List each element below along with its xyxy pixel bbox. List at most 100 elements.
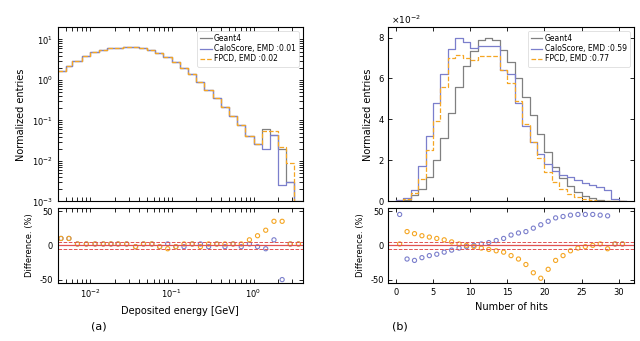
Point: [113, 241, 124, 247]
Point: [602, 213, 612, 219]
Point: [550, 215, 561, 221]
Point: [122, 241, 132, 247]
Point: [447, 247, 457, 253]
Point: [417, 233, 427, 238]
CaloScore, EMD :0.59: [414, 188, 422, 192]
Point: [506, 232, 516, 238]
Line: CaloScore, EMD :0.01: CaloScore, EMD :0.01: [58, 47, 303, 218]
Point: [536, 222, 546, 227]
Point: [163, 246, 173, 251]
CaloScore, EMD :0.01: [136, 46, 143, 50]
Point: [543, 219, 554, 224]
Point: [491, 238, 501, 243]
Geant4: [95, 48, 103, 52]
Point: [573, 245, 583, 251]
CaloScore, EMD :0.59: [451, 35, 459, 40]
Point: [252, 233, 262, 238]
FPCD, EMD :0.77: [533, 156, 541, 160]
Point: [558, 253, 568, 258]
Line: Geant4: Geant4: [58, 47, 303, 201]
FPCD, EMD :0.02: [209, 96, 216, 100]
Point: [536, 276, 546, 281]
FPCD, EMD :0.77: [593, 199, 600, 203]
Point: [113, 241, 124, 247]
Geant4: [622, 199, 630, 203]
Point: [252, 244, 262, 249]
Geant4: [291, 199, 298, 203]
Point: [484, 240, 494, 245]
Point: [269, 219, 279, 224]
Point: [212, 241, 222, 247]
Point: [236, 241, 246, 247]
Point: [588, 242, 598, 248]
Point: [131, 244, 141, 249]
Point: [499, 236, 509, 241]
Geant4: [127, 45, 135, 49]
Point: [171, 244, 181, 249]
Point: [244, 237, 255, 242]
Point: [439, 250, 449, 255]
Point: [454, 241, 464, 247]
CaloScore, EMD :0.01: [291, 216, 298, 220]
Point: [187, 241, 197, 247]
Point: [195, 241, 205, 247]
Point: [528, 225, 538, 231]
Point: [499, 250, 509, 255]
Point: [220, 241, 230, 247]
Point: [468, 244, 479, 249]
Point: [565, 212, 575, 218]
Point: [154, 244, 164, 249]
Geant4: [209, 96, 216, 100]
Point: [513, 230, 524, 236]
Geant4: [511, 60, 518, 64]
Point: [56, 236, 66, 241]
FPCD, EMD :0.02: [291, 201, 298, 205]
Geant4: [481, 35, 489, 40]
FPCD, EMD :0.02: [299, 201, 307, 205]
Point: [410, 231, 420, 236]
Point: [580, 212, 591, 217]
Point: [98, 241, 108, 247]
Point: [293, 241, 303, 247]
CaloScore, EMD :0.59: [392, 198, 400, 202]
Point: [476, 245, 486, 251]
Point: [204, 244, 214, 249]
X-axis label: Number of hits: Number of hits: [475, 302, 547, 312]
Geant4: [436, 136, 444, 140]
Point: [573, 212, 583, 217]
Point: [122, 241, 132, 247]
Point: [595, 212, 605, 218]
Line: Geant4: Geant4: [396, 38, 626, 201]
Geant4: [119, 45, 127, 49]
Geant4: [136, 46, 143, 50]
FPCD, EMD :0.77: [511, 80, 518, 85]
CaloScore, EMD :0.59: [511, 72, 518, 76]
Point: [468, 242, 479, 248]
Point: [521, 262, 531, 267]
Line: FPCD, EMD :0.77: FPCD, EMD :0.77: [396, 55, 626, 201]
Y-axis label: Normalized entries: Normalized entries: [16, 68, 26, 161]
Point: [212, 241, 222, 247]
CaloScore, EMD :0.59: [436, 72, 444, 76]
Point: [195, 244, 205, 249]
FPCD, EMD :0.02: [119, 45, 127, 49]
Point: [431, 236, 442, 241]
Text: (b): (b): [392, 321, 408, 331]
Line: CaloScore, EMD :0.59: CaloScore, EMD :0.59: [396, 38, 626, 201]
Geant4: [299, 199, 307, 203]
Point: [277, 219, 287, 224]
CaloScore, EMD :0.01: [54, 69, 61, 73]
Point: [394, 241, 404, 247]
Point: [565, 248, 575, 253]
Point: [179, 244, 189, 249]
Point: [558, 214, 568, 219]
Point: [285, 241, 296, 247]
FPCD, EMD :0.02: [143, 46, 151, 50]
Point: [410, 258, 420, 263]
Y-axis label: Normalized entries: Normalized entries: [363, 68, 372, 161]
Point: [269, 237, 279, 242]
Point: [618, 241, 628, 247]
Point: [98, 241, 108, 247]
Point: [595, 241, 605, 247]
Point: [588, 212, 598, 217]
